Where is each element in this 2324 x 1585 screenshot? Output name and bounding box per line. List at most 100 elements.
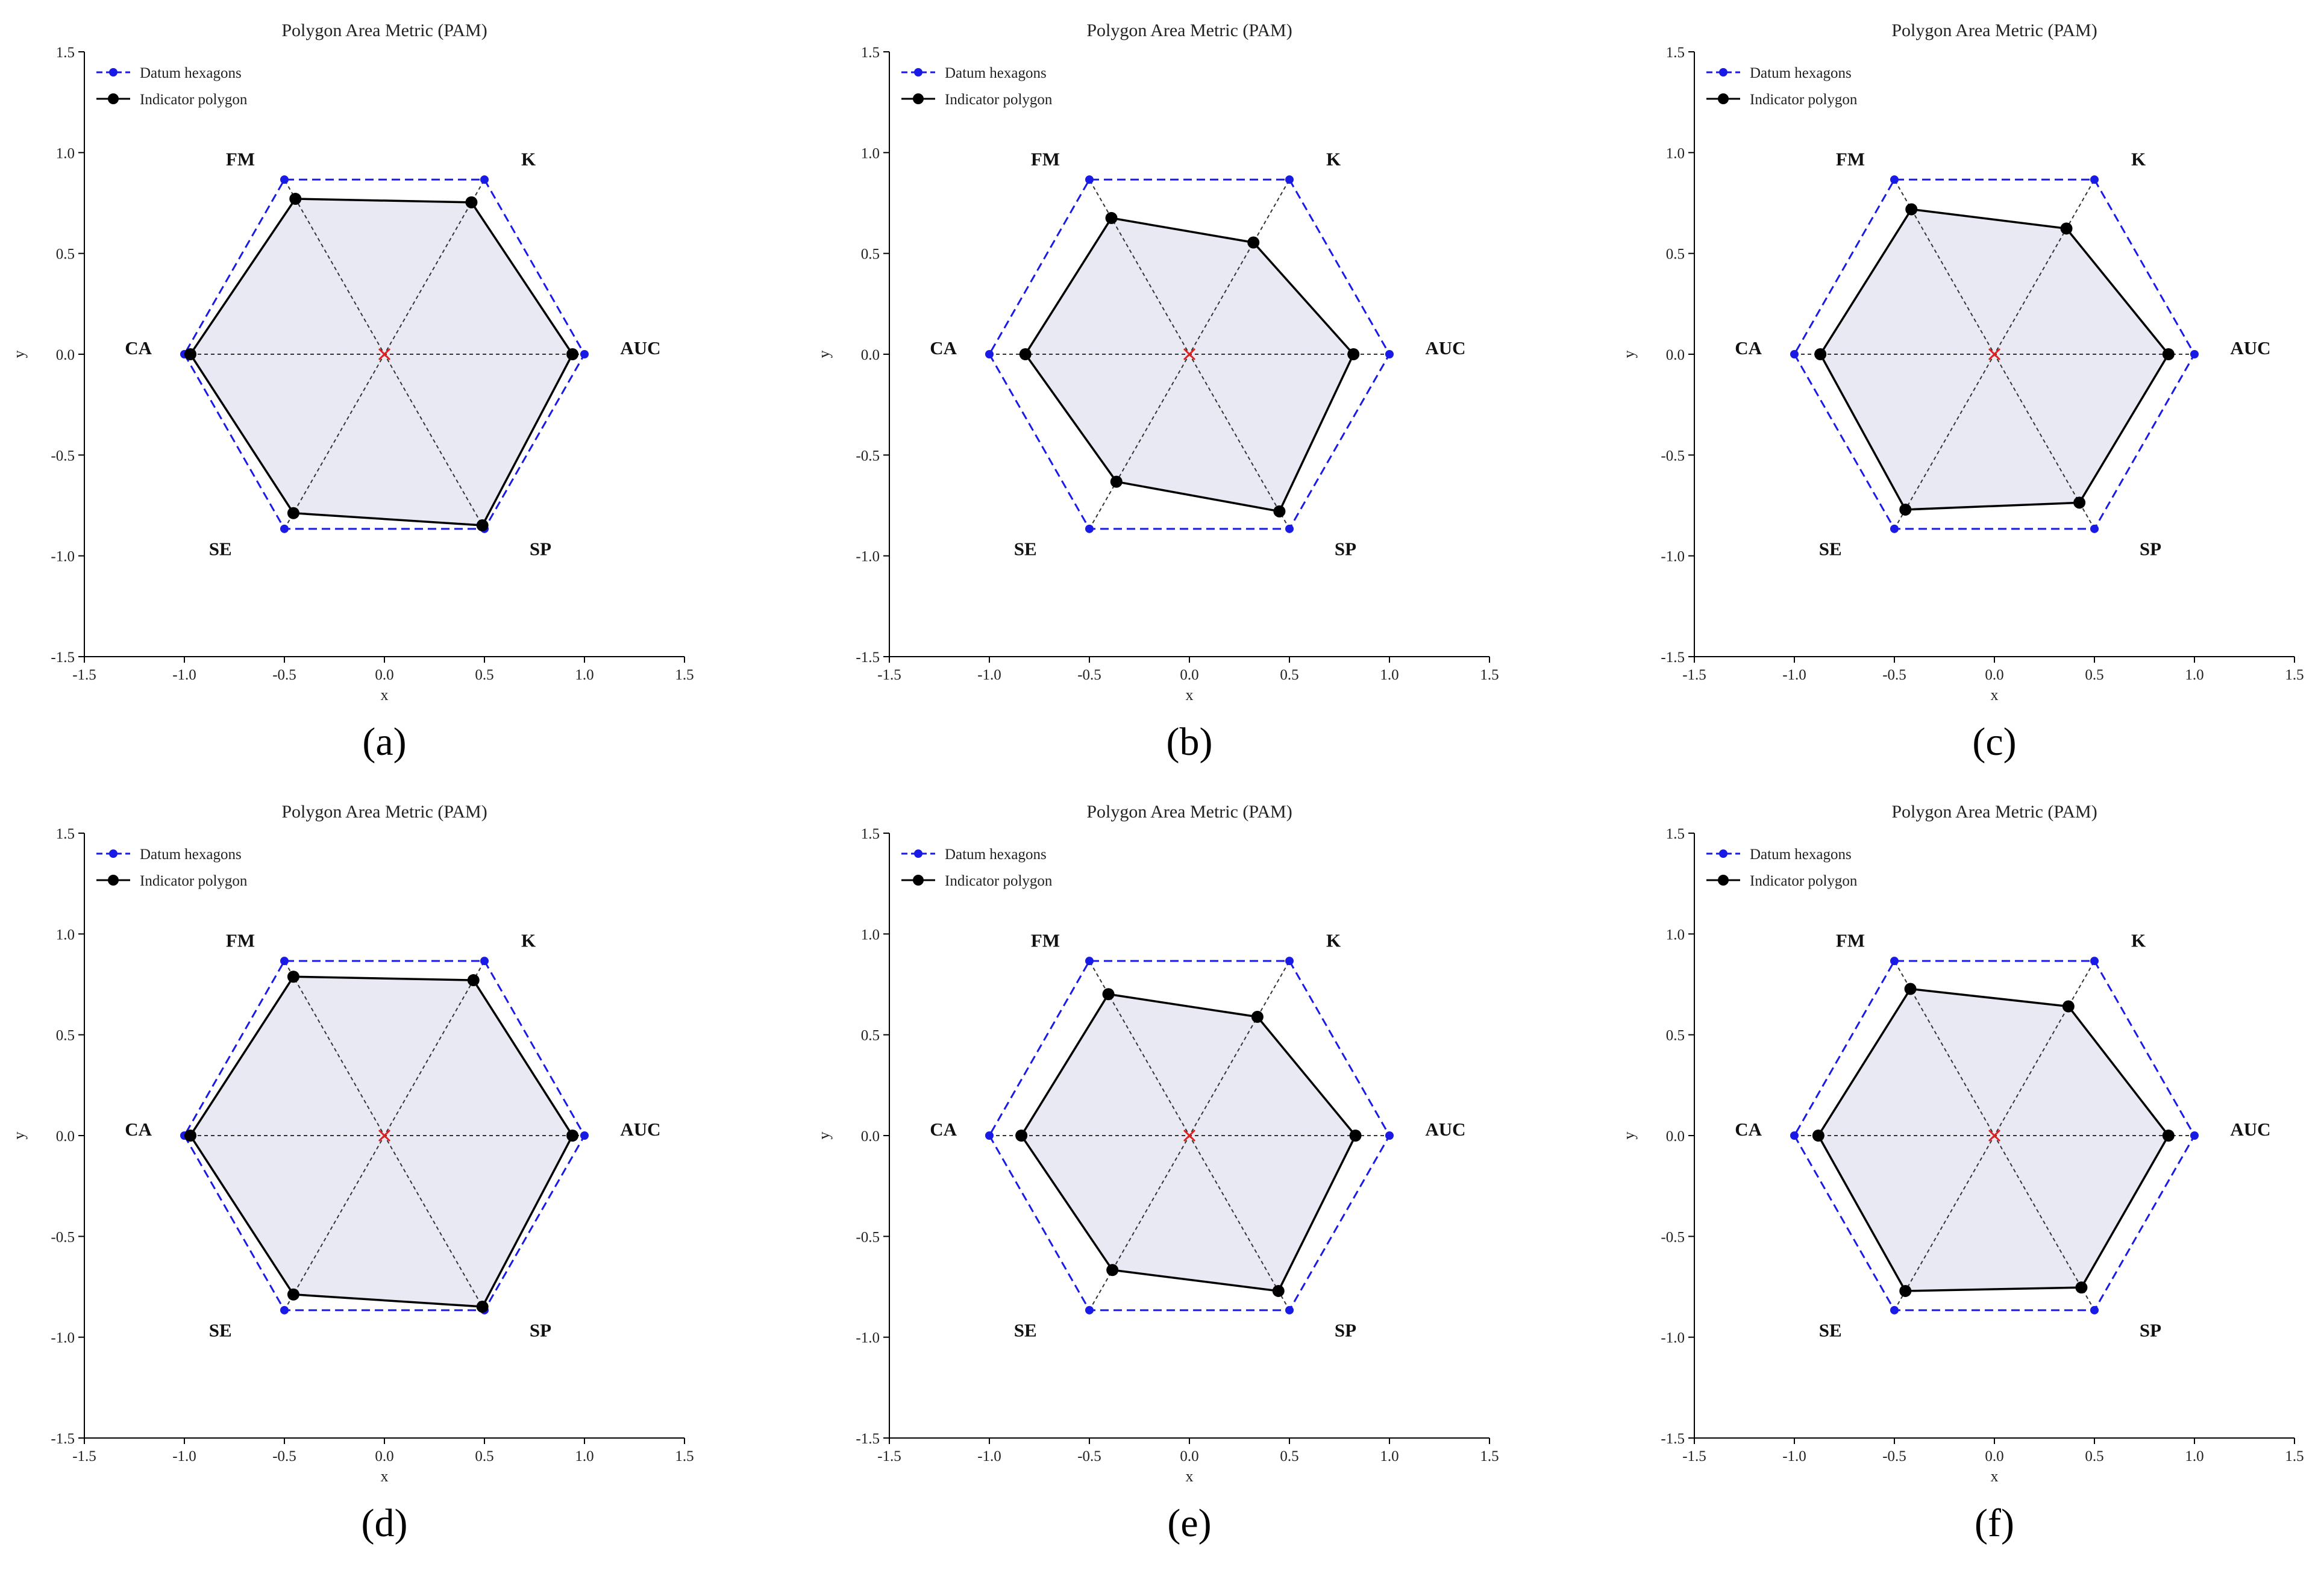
- indicator-point: [2073, 496, 2086, 509]
- axis-vertex-label: AUC: [1425, 1119, 1465, 1140]
- indicator-point: [1106, 1264, 1119, 1277]
- x-tick-label: 0.0: [1985, 1448, 2003, 1465]
- indicator-polygon-fill: [1021, 994, 1356, 1291]
- indicator-point: [1102, 988, 1115, 1001]
- axis-vertex-label: K: [2131, 930, 2146, 951]
- axis-vertex-label: AUC: [620, 1119, 660, 1140]
- y-tick-label: 1.0: [1666, 927, 1685, 943]
- axis-vertex-label: FM: [1031, 149, 1060, 170]
- y-tick-label: 1.5: [1666, 826, 1685, 842]
- axis-vertex-label: AUC: [2230, 1119, 2270, 1140]
- x-tick-label: 0.0: [375, 1448, 393, 1465]
- indicator-point: [465, 196, 478, 208]
- datum-point: [2190, 350, 2199, 358]
- x-tick-label: -1.5: [72, 667, 96, 683]
- chart-title: Polygon Area Metric (PAM): [281, 20, 487, 40]
- panel-label: (d): [362, 1501, 408, 1545]
- legend-item-datum: Datum hexagons: [96, 846, 242, 863]
- y-axis-label: y: [10, 1132, 28, 1140]
- x-tick-label: -0.5: [1882, 1448, 1906, 1465]
- indicator-point: [476, 1301, 489, 1313]
- y-tick-label: -1.0: [1661, 1330, 1685, 1346]
- datum-point: [1385, 1131, 1394, 1140]
- axis-vertex-label: FM: [1836, 149, 1865, 170]
- datum-point: [280, 175, 289, 184]
- center-marker: [378, 1129, 391, 1142]
- datum-point: [480, 957, 489, 966]
- legend-label: Datum hexagons: [140, 65, 242, 81]
- datum-point: [985, 350, 994, 358]
- pam-chart-panel: Polygon Area Metric (PAM) -1.5 -1.0 -0.5 0.0…: [10, 20, 694, 764]
- y-tick-label: -1.5: [856, 649, 880, 666]
- y-axis-label: y: [1620, 351, 1638, 358]
- indicator-point: [289, 193, 302, 205]
- y-tick-label: -1.0: [51, 1330, 75, 1346]
- datum-point: [1085, 957, 1094, 966]
- x-tick-label: 1.5: [675, 1448, 694, 1465]
- x-tick-label: -1.0: [977, 667, 1001, 683]
- y-tick-label: -0.5: [1661, 1229, 1685, 1245]
- indicator-point: [287, 971, 299, 983]
- pam-chart-panel: Polygon Area Metric (PAM) -1.5 -1.0 -0.5 0.0…: [10, 802, 694, 1545]
- datum-point: [985, 1131, 994, 1140]
- x-axis-label: x: [1186, 686, 1194, 704]
- x-tick-label: 1.0: [575, 667, 594, 683]
- legend-label: Datum hexagons: [140, 846, 242, 863]
- y-tick-label: -1.5: [51, 649, 75, 666]
- y-tick-label: 1.5: [861, 826, 880, 842]
- indicator-point: [1019, 348, 1032, 360]
- legend-label: Indicator polygon: [1750, 873, 1858, 889]
- legend-label: Datum hexagons: [945, 846, 1047, 863]
- legend-item-indicator: Indicator polygon: [96, 92, 248, 108]
- indicator-point: [1272, 1284, 1285, 1297]
- axis-vertex-label: AUC: [620, 337, 660, 358]
- datum-point: [1890, 524, 1899, 533]
- datum-point: [1385, 350, 1394, 358]
- indicator-polygon-fill: [1818, 989, 2169, 1291]
- x-tick-label: -0.5: [272, 1448, 296, 1465]
- y-axis-label: y: [1620, 1132, 1638, 1140]
- y-tick-label: 0.5: [861, 1028, 880, 1044]
- y-tick-label: 0.0: [56, 1128, 75, 1145]
- y-tick-label: 0.0: [1666, 1128, 1685, 1145]
- legend-label: Indicator polygon: [140, 92, 248, 108]
- datum-point: [2190, 1131, 2199, 1140]
- x-axis-label: x: [1991, 1468, 1999, 1485]
- indicator-point: [2060, 222, 2073, 235]
- y-tick-label: 1.5: [861, 45, 880, 61]
- indicator-point: [1814, 348, 1827, 360]
- x-tick-label: 1.0: [2185, 667, 2203, 683]
- x-tick-label: 0.0: [1985, 667, 2003, 683]
- indicator-polygon-fill: [1025, 217, 1354, 511]
- x-tick-label: -1.0: [977, 1448, 1001, 1465]
- indicator-point: [467, 974, 480, 987]
- y-tick-label: -1.5: [856, 1431, 880, 1447]
- y-tick-label: 0.0: [56, 347, 75, 363]
- indicator-point: [2162, 348, 2175, 360]
- pam-chart-panel: Polygon Area Metric (PAM) -1.5 -1.0 -0.5 0.0…: [1620, 20, 2304, 764]
- center-marker: [1988, 348, 2001, 361]
- x-tick-label: -0.5: [272, 667, 296, 683]
- chart-title: Polygon Area Metric (PAM): [1891, 20, 2097, 40]
- y-tick-label: -0.5: [51, 448, 75, 464]
- datum-point: [280, 957, 289, 966]
- y-tick-label: -0.5: [1661, 448, 1685, 464]
- x-tick-label: 1.5: [1480, 667, 1499, 683]
- indicator-point: [566, 348, 579, 360]
- datum-point: [1085, 175, 1094, 184]
- axis-vertex-label: CA: [1735, 337, 1762, 358]
- datum-point: [280, 1305, 289, 1315]
- x-axis-label: x: [381, 1468, 389, 1485]
- indicator-point: [1349, 1130, 1362, 1142]
- legend-item-datum: Datum hexagons: [1706, 65, 1852, 81]
- indicator-point: [2062, 1000, 2075, 1013]
- indicator-point: [1347, 348, 1360, 360]
- legend-item-indicator: Indicator polygon: [96, 873, 248, 889]
- axis-vertex-label: SP: [1335, 538, 1356, 559]
- chart-title: Polygon Area Metric (PAM): [281, 802, 487, 822]
- legend-item-indicator: Indicator polygon: [901, 92, 1053, 108]
- axis-vertex-label: AUC: [2230, 337, 2270, 358]
- indicator-point: [1812, 1130, 1824, 1142]
- y-tick-label: -0.5: [51, 1229, 75, 1245]
- axis-vertex-label: SP: [530, 538, 551, 559]
